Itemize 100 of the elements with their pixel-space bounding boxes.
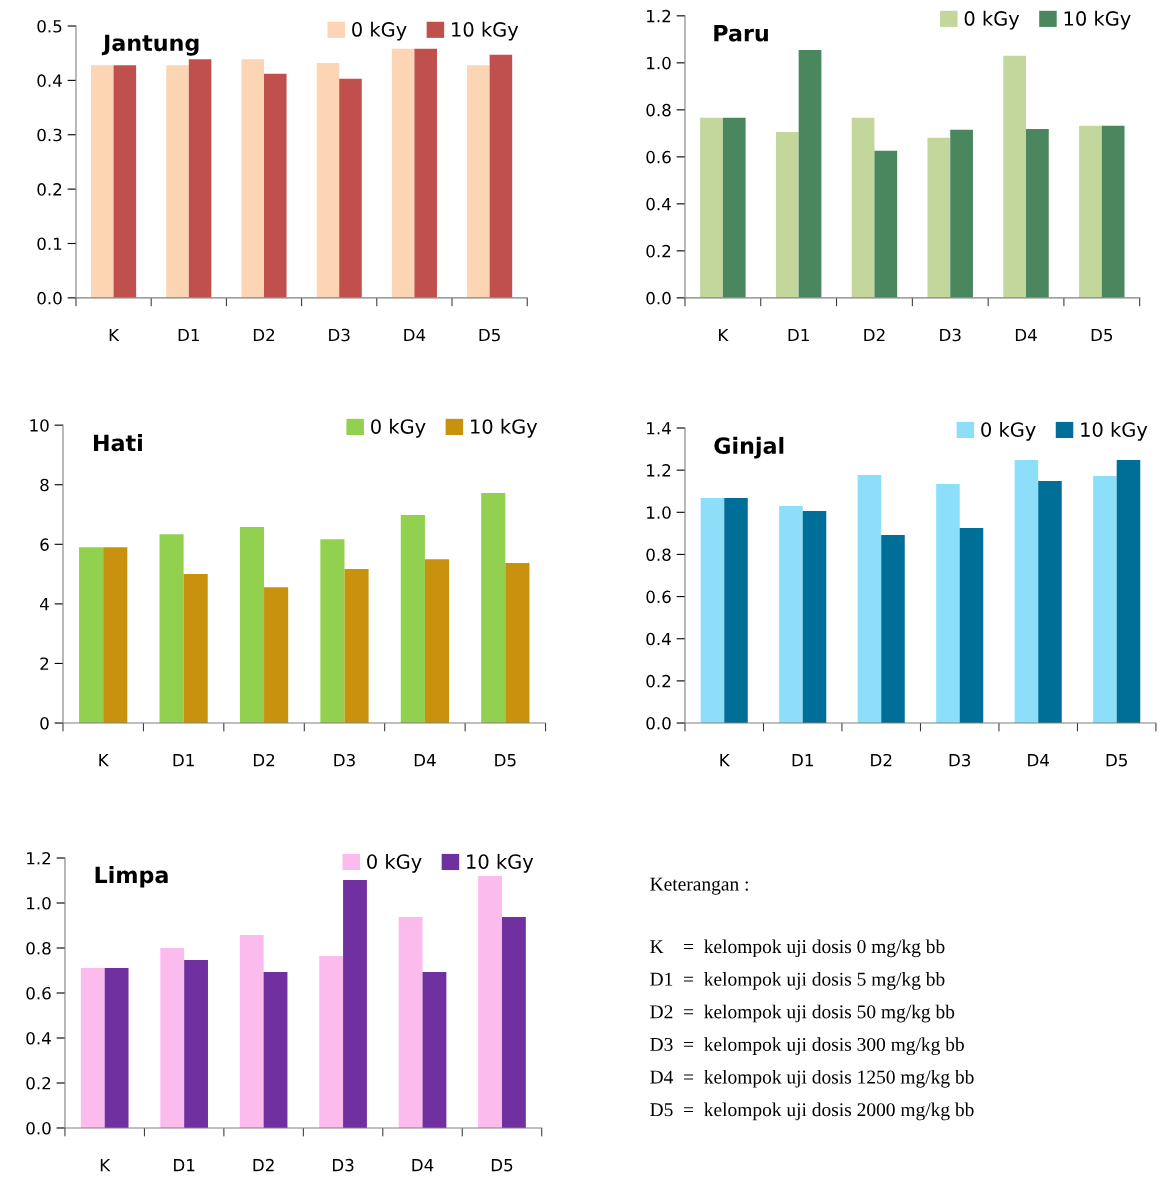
bar bbox=[950, 129, 973, 298]
y-tick-label: 1.0 bbox=[647, 56, 671, 70]
bar bbox=[481, 493, 506, 724]
y-tick-label: 0.2 bbox=[26, 1076, 51, 1090]
y-tick-label: 0.8 bbox=[26, 941, 51, 955]
y-tick-label: 0.2 bbox=[646, 244, 671, 258]
chart-title: Ginjal bbox=[714, 436, 784, 459]
y-tick-label: 0.2 bbox=[37, 183, 62, 196]
bar bbox=[316, 62, 340, 298]
bar bbox=[91, 65, 114, 298]
y-tick-label: 1.0 bbox=[647, 506, 671, 519]
x-tick-label: D1 bbox=[173, 754, 194, 767]
y-tick-label: 1.4 bbox=[647, 422, 671, 435]
y-tick-label: 1.2 bbox=[27, 851, 51, 865]
bar bbox=[391, 48, 415, 298]
y-tick-label: 0.4 bbox=[26, 1031, 51, 1045]
x-tick-label: D3 bbox=[334, 753, 355, 767]
x-tick-label: D2 bbox=[864, 328, 885, 342]
y-tick-label: 10 bbox=[30, 419, 49, 432]
y-tick-label: 0.1 bbox=[37, 237, 62, 251]
bar bbox=[422, 972, 447, 1128]
bar bbox=[857, 475, 882, 724]
x-tick-label: K bbox=[100, 1159, 111, 1172]
bar bbox=[478, 876, 502, 1128]
x-tick-label: D5 bbox=[495, 754, 516, 767]
legend-label: 0 kGy bbox=[352, 21, 407, 41]
bar bbox=[264, 73, 287, 298]
y-tick-label: 0.0 bbox=[37, 291, 62, 305]
y-tick-label: 1.2 bbox=[647, 9, 671, 23]
y-tick-label: 0.6 bbox=[646, 590, 671, 604]
text: D1 = kelompok uji dosis 5 mg/kg bb bbox=[650, 972, 945, 990]
bar bbox=[239, 527, 265, 724]
bar bbox=[319, 956, 344, 1128]
x-tick-label: D5 bbox=[1091, 328, 1113, 342]
y-tick-label: 2 bbox=[40, 657, 49, 670]
legend-label: 0 kGy bbox=[367, 853, 422, 873]
x-tick-label: D2 bbox=[253, 753, 275, 767]
x-tick-label: D5 bbox=[1106, 754, 1127, 767]
bar bbox=[263, 972, 288, 1128]
bar bbox=[80, 968, 105, 1128]
bar bbox=[505, 563, 530, 724]
bar bbox=[1116, 460, 1141, 724]
bar bbox=[344, 569, 369, 724]
y-tick-label: 0.0 bbox=[646, 716, 671, 730]
x-tick-label: D5 bbox=[479, 328, 500, 342]
bar bbox=[320, 539, 345, 724]
bar bbox=[1101, 125, 1125, 298]
legend-label: 10 kGy bbox=[1064, 10, 1131, 30]
x-tick-label: D2 bbox=[253, 328, 275, 342]
legend-label: 10 kGy bbox=[471, 418, 538, 438]
x-tick-label: K bbox=[719, 328, 729, 342]
bar bbox=[724, 497, 748, 724]
x-tick-label: D2 bbox=[871, 753, 892, 767]
x-tick-label: D1 bbox=[174, 1159, 195, 1172]
y-tick-label: 4 bbox=[40, 598, 49, 611]
y-tick-label: 0.3 bbox=[37, 128, 62, 142]
bar bbox=[241, 59, 264, 298]
y-tick-label: 0.4 bbox=[37, 74, 62, 87]
bar bbox=[489, 54, 513, 298]
bar bbox=[113, 65, 137, 298]
x-tick-label: D4 bbox=[404, 328, 426, 342]
y-tick-label: 0.0 bbox=[646, 291, 671, 305]
x-tick-label: D3 bbox=[949, 753, 971, 767]
bar bbox=[160, 948, 185, 1128]
legend-label: 0 kGy bbox=[371, 418, 426, 438]
x-tick-label: K bbox=[109, 328, 120, 342]
bar bbox=[103, 547, 128, 724]
bar bbox=[1026, 128, 1049, 298]
y-tick-label: 0.6 bbox=[646, 150, 671, 164]
legend-label: 0 kGy bbox=[981, 421, 1036, 441]
chart-title: Jantung bbox=[101, 34, 199, 56]
y-tick-label: 0.4 bbox=[646, 632, 671, 646]
bar bbox=[1014, 460, 1039, 724]
bar bbox=[700, 117, 723, 298]
x-tick-label: D1 bbox=[178, 328, 199, 342]
text: D3 = kelompok uji dosis 300 mg/kg bb bbox=[650, 1037, 964, 1056]
bar bbox=[104, 968, 129, 1128]
bar bbox=[184, 959, 208, 1128]
x-tick-label: D1 bbox=[792, 754, 813, 767]
x-tick-label: K bbox=[99, 754, 110, 767]
bar bbox=[414, 48, 437, 298]
x-tick-label: D4 bbox=[412, 1159, 434, 1172]
bar bbox=[874, 150, 898, 298]
bar bbox=[264, 587, 289, 724]
bar bbox=[779, 505, 803, 724]
bar bbox=[159, 534, 184, 724]
bar bbox=[239, 934, 264, 1128]
bar bbox=[1038, 480, 1062, 724]
bar bbox=[183, 574, 208, 724]
bar bbox=[339, 78, 362, 298]
x-tick-label: D3 bbox=[332, 1158, 354, 1172]
bar bbox=[959, 528, 984, 724]
x-tick-label: D3 bbox=[329, 328, 350, 342]
chart-title: Paru bbox=[714, 24, 768, 42]
text: K = kelompok uji dosis 0 mg/kg bb bbox=[650, 939, 945, 958]
y-tick-label: 1.2 bbox=[647, 464, 671, 477]
legend-label: 0 kGy bbox=[964, 10, 1020, 30]
bar bbox=[188, 59, 212, 298]
bar bbox=[881, 535, 905, 724]
y-tick-label: 0.8 bbox=[646, 548, 671, 562]
